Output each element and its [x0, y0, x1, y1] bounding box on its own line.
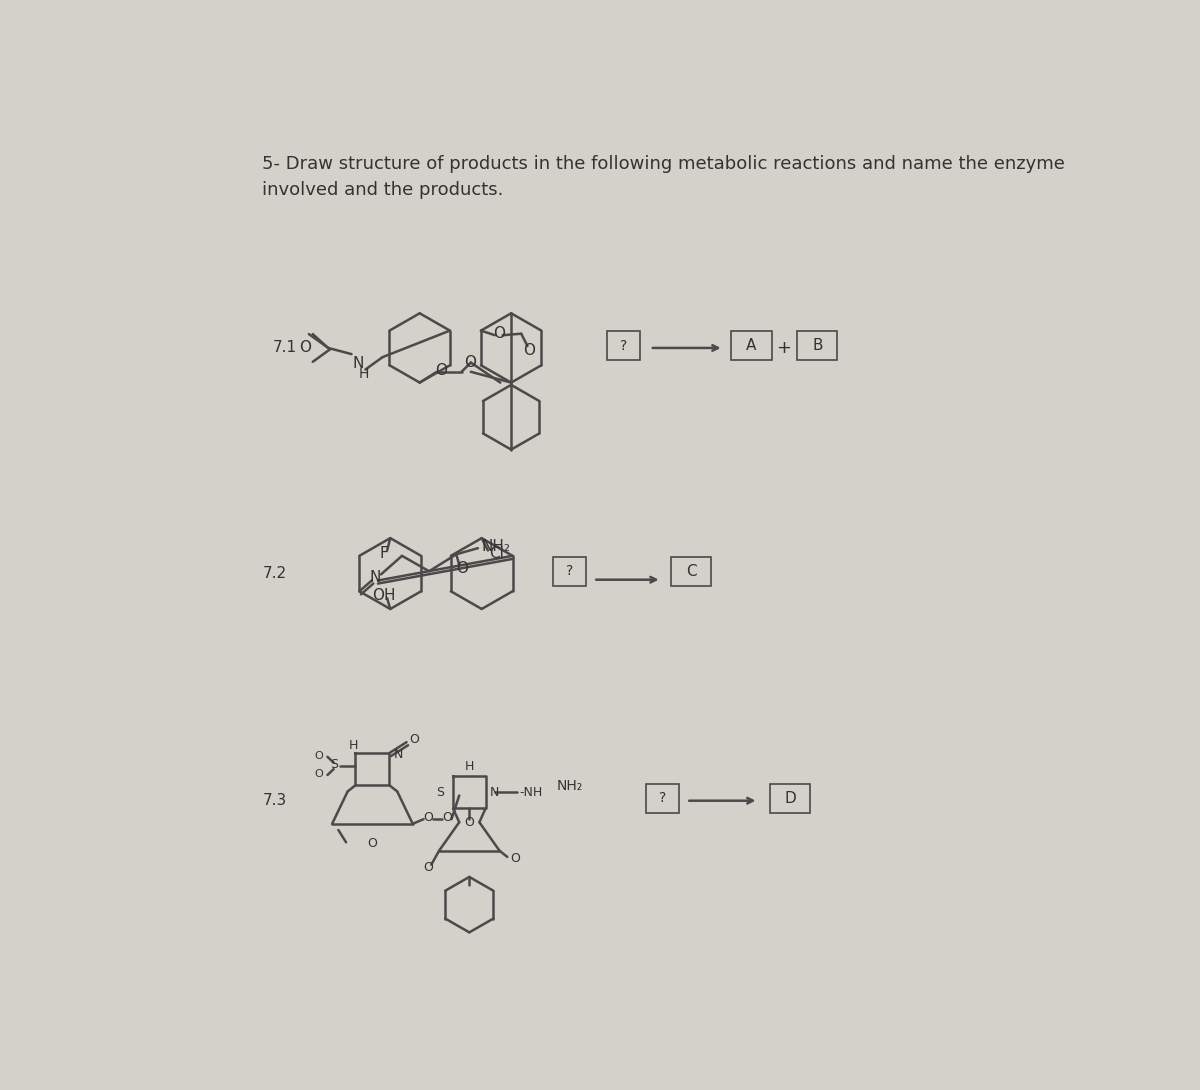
Text: NH₂: NH₂ — [557, 779, 583, 794]
Text: O: O — [464, 815, 474, 828]
Text: Cl: Cl — [490, 546, 504, 561]
Text: 7.2: 7.2 — [263, 566, 287, 581]
Text: ?: ? — [620, 339, 628, 353]
Text: S: S — [436, 786, 444, 799]
Bar — [770, 784, 810, 813]
Bar — [731, 331, 772, 361]
Text: 7.1: 7.1 — [272, 340, 296, 355]
Text: H: H — [464, 761, 474, 773]
Text: O: O — [510, 852, 521, 865]
Text: O: O — [464, 355, 476, 371]
Text: N: N — [370, 570, 380, 585]
Text: O: O — [314, 768, 323, 779]
Text: C: C — [685, 564, 696, 579]
Text: O: O — [367, 837, 377, 850]
Text: +: + — [776, 339, 792, 356]
Text: O: O — [442, 811, 451, 824]
Text: -NH: -NH — [520, 786, 542, 799]
Text: F: F — [379, 546, 389, 561]
Text: O: O — [409, 732, 419, 746]
Text: N: N — [491, 786, 499, 799]
Bar — [797, 331, 838, 361]
Text: O: O — [314, 751, 323, 761]
Text: O: O — [299, 340, 311, 355]
Text: involved and the products.: involved and the products. — [263, 181, 504, 198]
Text: H: H — [349, 739, 359, 752]
Text: H: H — [359, 367, 370, 382]
Text: S: S — [330, 758, 337, 771]
Text: N: N — [394, 748, 403, 761]
Text: O: O — [424, 811, 433, 824]
Text: O: O — [456, 560, 468, 576]
Text: O: O — [424, 861, 433, 874]
Text: ?: ? — [565, 565, 572, 578]
Text: B: B — [812, 338, 822, 353]
Text: 5- Draw structure of products in the following metabolic reactions and name the : 5- Draw structure of products in the fol… — [263, 156, 1066, 173]
Bar — [553, 557, 586, 585]
Text: OH: OH — [372, 588, 396, 603]
Bar — [646, 784, 678, 813]
Text: O: O — [493, 326, 505, 341]
Text: D: D — [785, 791, 796, 806]
Text: 7.3: 7.3 — [263, 794, 287, 808]
Bar — [607, 331, 640, 361]
Text: N: N — [352, 355, 364, 371]
Text: O: O — [436, 363, 448, 378]
Text: O: O — [523, 343, 535, 359]
Text: NH₂: NH₂ — [481, 540, 510, 554]
Text: ?: ? — [659, 791, 666, 806]
Bar — [671, 557, 712, 585]
Text: A: A — [746, 338, 756, 353]
